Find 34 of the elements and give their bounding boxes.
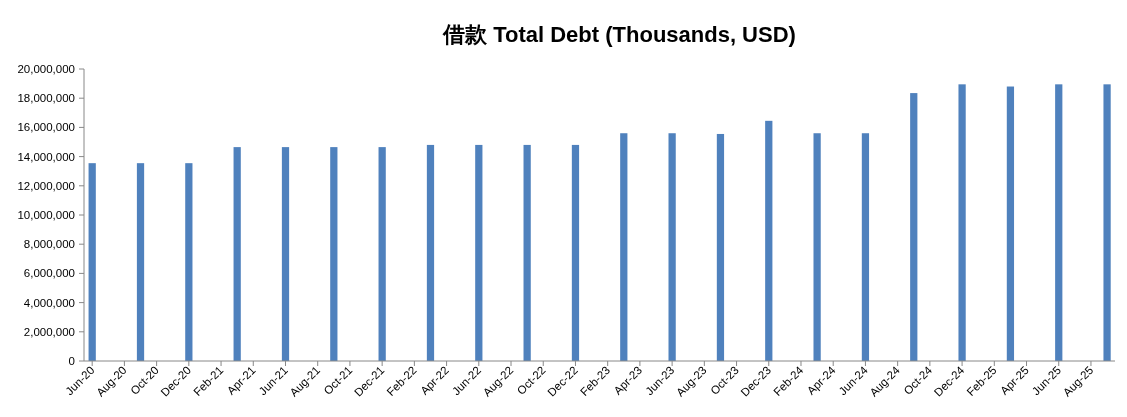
bar (958, 84, 966, 361)
bar (1006, 86, 1015, 361)
y-tick-label: 20,000,000 (17, 63, 75, 75)
y-tick-label: 18,000,000 (17, 92, 75, 105)
bar (571, 144, 580, 361)
y-tick-label: 14,000,000 (17, 150, 75, 163)
bar (716, 133, 725, 361)
y-tick-label: 16,000,000 (17, 121, 75, 134)
bar (88, 163, 96, 361)
bar (378, 147, 386, 361)
bar (185, 163, 193, 361)
bar (426, 144, 435, 361)
y-tick-label: 2,000,000 (23, 325, 75, 338)
y-tick-label: 0 (68, 355, 75, 367)
bar (668, 133, 676, 361)
bar (330, 147, 338, 361)
bar (523, 144, 531, 361)
chart-title: 借款 Total Debt (Thousands, USD) (442, 22, 796, 47)
bar (281, 147, 290, 361)
bar (475, 144, 483, 361)
bar (136, 163, 145, 361)
bar (765, 120, 773, 361)
bar (813, 133, 821, 361)
bar (910, 93, 918, 361)
y-tick-label: 10,000,000 (17, 209, 75, 221)
y-tick-label: 6,000,000 (23, 267, 75, 280)
bar (861, 133, 870, 361)
bar (1055, 84, 1063, 361)
bar (1103, 84, 1111, 361)
y-tick-label: 4,000,000 (23, 296, 75, 309)
y-tick-label: 12,000,000 (17, 179, 75, 192)
bar (620, 133, 628, 361)
y-tick-label: 8,000,000 (23, 238, 75, 251)
bar (233, 147, 241, 361)
